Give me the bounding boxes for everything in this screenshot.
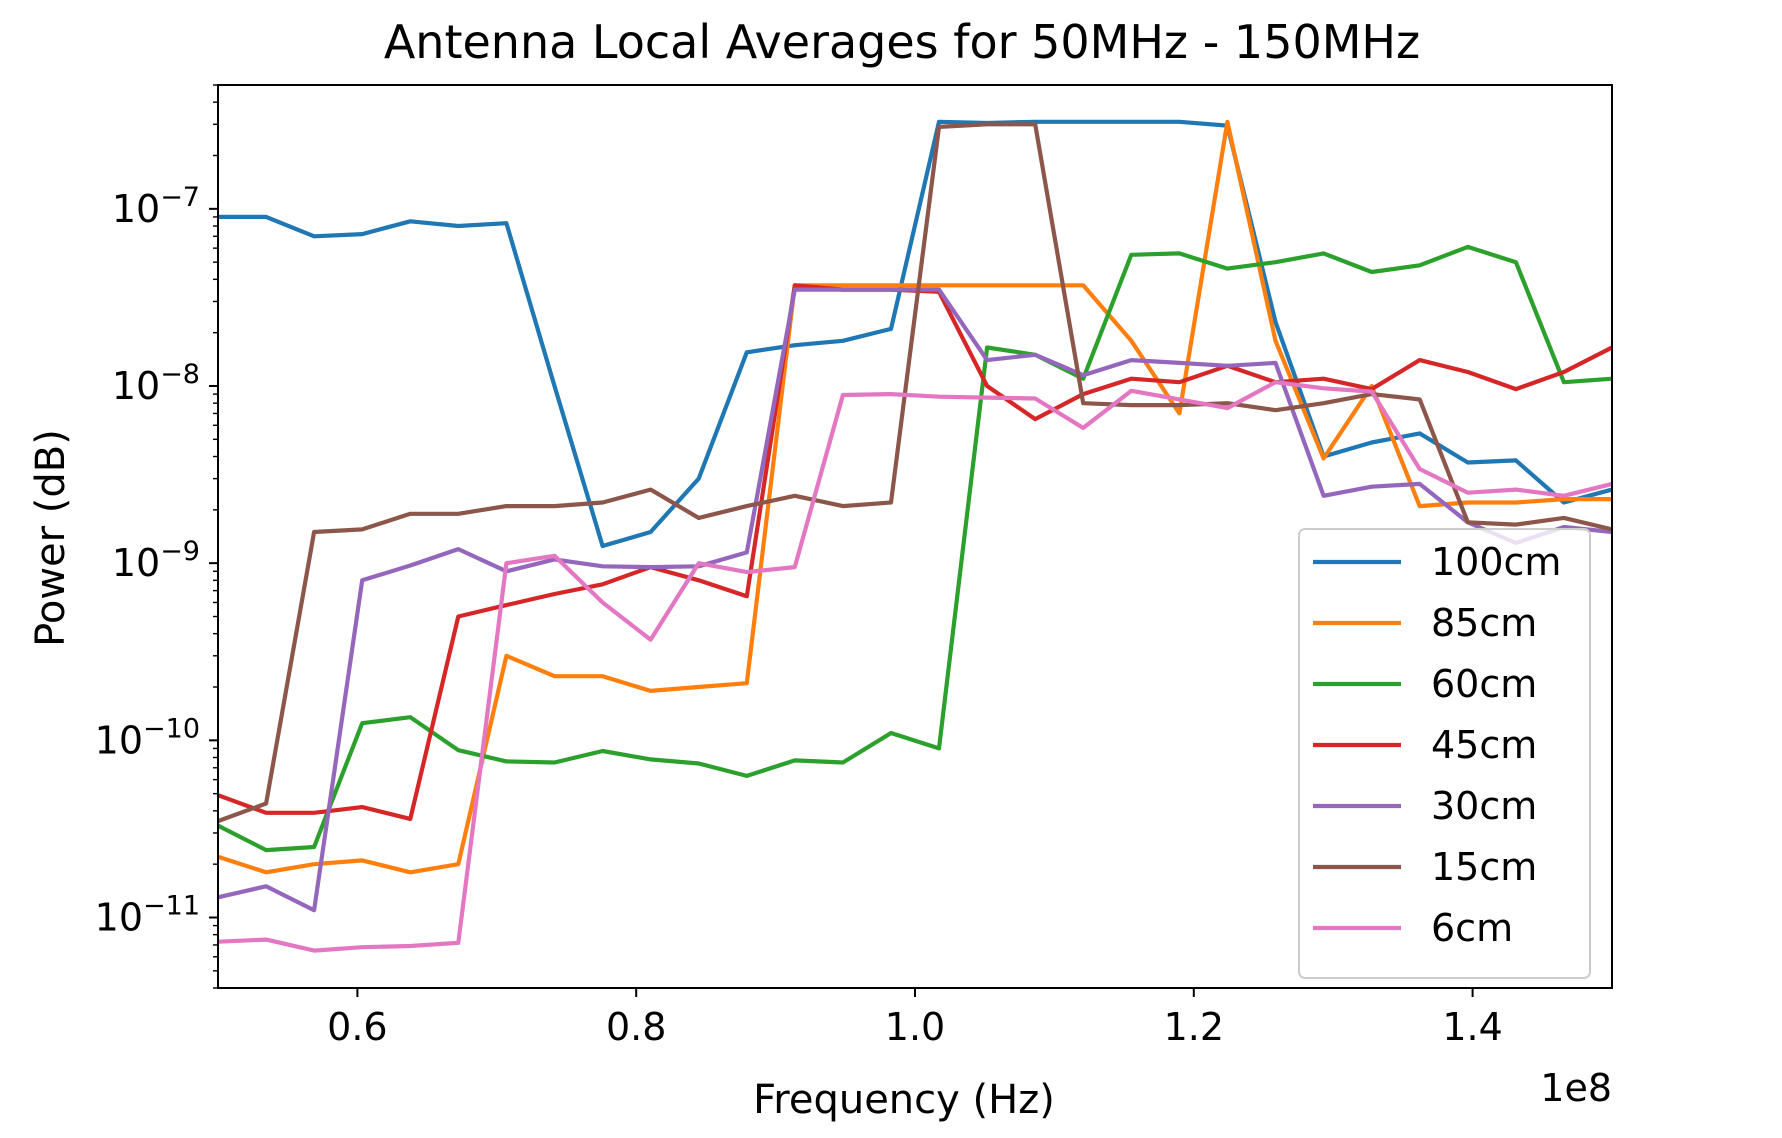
series-line-60cm — [218, 244, 1612, 853]
x-axis: 0.6 0.8 1.0 1.2 1.4 — [327, 988, 1503, 1049]
chart-title: Antenna Local Averages for 50MHz - 150MH… — [384, 15, 1420, 69]
y-tick-label: 10−8 — [112, 359, 200, 408]
x-tick-label: 0.8 — [606, 1005, 666, 1049]
legend-label-60cm: 60cm — [1431, 662, 1537, 706]
y-axis: 10−11 10−10 10−9 10−8 10−7 — [95, 84, 218, 989]
x-axis-label: Frequency (Hz) — [753, 1077, 1055, 1123]
x-offset-label: 1e8 — [1540, 1066, 1612, 1110]
legend-label-45cm: 45cm — [1431, 723, 1537, 767]
legend-label-100cm: 100cm — [1431, 540, 1561, 584]
x-tick-label: 0.6 — [327, 1005, 387, 1049]
y-tick-label: 10−9 — [112, 536, 200, 585]
series-line-15cm — [218, 122, 1612, 824]
series-line-6cm — [218, 380, 1612, 953]
legend-label-85cm: 85cm — [1431, 601, 1537, 645]
legend: 100cm 85cm 60cm 45cm 30cm 15cm 6cm — [1298, 528, 1591, 979]
x-tick-label: 1.4 — [1442, 1005, 1502, 1049]
series-line-30cm — [218, 287, 1612, 913]
y-axis-label: Power (dB) — [28, 429, 74, 647]
x-tick-label: 1.2 — [1164, 1005, 1224, 1049]
legend-label-15cm: 15cm — [1431, 845, 1537, 889]
legend-label-30cm: 30cm — [1431, 784, 1537, 828]
series-line-100cm — [218, 119, 1612, 549]
series-layer — [218, 119, 1612, 953]
y-tick-label: 10−10 — [95, 713, 200, 762]
x-tick-label: 1.0 — [885, 1005, 945, 1049]
y-tick-label: 10−7 — [112, 182, 200, 231]
legend-label-6cm: 6cm — [1431, 906, 1513, 950]
y-tick-label: 10−11 — [95, 890, 200, 939]
